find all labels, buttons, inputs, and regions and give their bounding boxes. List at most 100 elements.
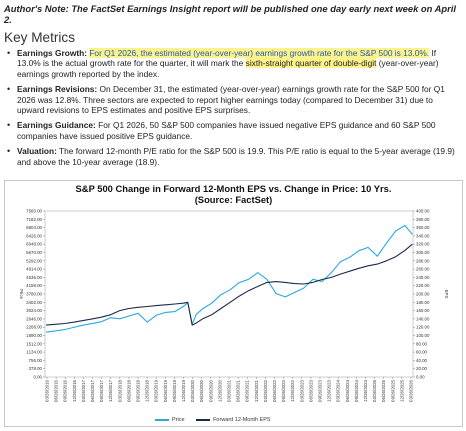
y-tick-left-label: 6048.00 (26, 242, 42, 247)
y-tick-left-label: 2268.00 (26, 325, 42, 330)
y-tick-left-label: 5670.00 (26, 250, 42, 255)
y-tick-left-label: 2646.00 (26, 316, 42, 321)
x-tick-label: 09/26/2025 (390, 379, 395, 402)
y-tick-right-label: 160.00 (416, 308, 430, 313)
metric-label: Earnings Revisions: (17, 84, 98, 95)
chart-plot-area: 7560.00 7182.00 6804.00 6426.00 6048.00 5670.… (19, 209, 449, 402)
x-tick-label: 06/26/2016 (54, 379, 59, 402)
x-tick-label: 06/26/2017 (90, 379, 95, 402)
y-tick-right-label: 260.00 (416, 267, 430, 272)
metric-valuation: Valuation: The forward 12-month P/E rati… (6, 146, 462, 167)
y-tick-right-label: 140.00 (416, 316, 430, 321)
x-tick-label: 12/26/2025 (399, 379, 404, 402)
metric-text: For Q1 2026, 50 S&P 500 companies have i… (17, 120, 436, 141)
x-tick-label: 03/26/2020 (190, 379, 195, 402)
x-tick-label: 09/26/2024 (354, 379, 359, 402)
metric-label: Valuation: (17, 146, 57, 157)
y-tick-left-label: 3024.00 (26, 308, 42, 313)
x-tick-label: 09/26/2020 (208, 379, 213, 402)
y-tick-left-label: 1134.00 (26, 350, 42, 355)
y-tick-left-label: 0.00 (33, 375, 42, 380)
y-tick-left-label: 756.00 (29, 358, 43, 363)
y-tick-left-label: 6804.00 (26, 225, 42, 230)
metric-label: Earnings Growth: (17, 48, 87, 58)
left-axis-title: Price (19, 289, 24, 300)
key-metrics-list: Earnings Growth: For Q1 2026, the estima… (6, 48, 462, 172)
x-tick-label: 03/26/2017 (81, 379, 86, 402)
x-tick-label: 06/26/2021 (236, 379, 241, 402)
y-tick-right-label: 80.00 (416, 341, 428, 346)
x-tick-label: 06/26/2024 (345, 379, 350, 402)
chart-subtitle: (Source: FactSet) (194, 193, 273, 205)
legend-item-price: Price (155, 417, 185, 423)
x-tick-label: 06/26/2023 (308, 379, 313, 402)
x-tick-label: 03/26/2025 (372, 379, 377, 402)
x-tick-label: 09/26/2016 (63, 379, 68, 402)
section-heading: Key Metrics (4, 30, 76, 45)
series-line-price (46, 224, 413, 333)
y-tick-right-label: 200.00 (416, 292, 430, 297)
metric-earnings-guidance: Earnings Guidance: For Q1 2026, 50 S&P 5… (6, 120, 462, 141)
metric-text: If 13.0% is the actual growth rate for t… (17, 48, 437, 69)
y-tick-left-label: 6426.00 (26, 233, 42, 238)
x-tick-label: 03/26/2024 (336, 379, 341, 402)
y-tick-right-label: 100.00 (416, 333, 430, 338)
y-tick-right-label: 360.00 (416, 225, 430, 230)
x-tick-label: 12/26/2023 (327, 379, 332, 402)
highlighted-growth-rate: For Q1 2026, the estimated (year-over-ye… (89, 48, 430, 58)
metric-earnings-growth: Earnings Growth: For Q1 2026, the estima… (6, 48, 462, 79)
y-tick-right-label: 120.00 (416, 325, 430, 330)
y-tick-right-label: 380.00 (416, 217, 430, 222)
x-tick-label: 06/26/2022 (272, 379, 277, 402)
y-tick-left-label: 4158.00 (26, 283, 42, 288)
y-tick-right-label: 20.00 (416, 366, 428, 371)
y-tick-right-label: 60.00 (416, 350, 428, 355)
y-tick-right-label: 280.00 (416, 258, 430, 263)
x-tick-label: 12/26/2024 (363, 379, 368, 402)
x-tick-label: 09/26/2022 (281, 379, 286, 402)
x-tick-label: 12/26/2020 (217, 379, 222, 402)
y-tick-left-label: 1890.00 (26, 333, 42, 338)
y-tick-left-label: 7182.00 (26, 217, 42, 222)
metric-text: The forward 12-month P/E ratio for the S… (17, 146, 455, 167)
x-tick-label: 06/26/2020 (199, 379, 204, 402)
y-tick-left-label: 7560.00 (26, 209, 42, 214)
x-tick-label: 09/26/2019 (172, 379, 177, 402)
y-tick-right-label: 400.00 (416, 209, 430, 214)
highlighted-streak: sixth-straight quarter of double-digit (245, 58, 377, 69)
x-tick-label: 12/26/2021 (254, 379, 259, 402)
y-tick-left-label: 1512.00 (26, 341, 42, 346)
y-tick-right-label: 40.00 (416, 358, 428, 363)
x-tick-label: 06/26/2019 (163, 379, 168, 402)
legend-swatch (196, 418, 211, 421)
x-tick-label: 03/26/2018 (117, 379, 122, 402)
metric-earnings-revisions: Earnings Revisions: On December 31, the … (6, 84, 462, 115)
x-tick-label: 12/26/2018 (145, 379, 150, 402)
x-tick-label: 09/26/2023 (318, 379, 323, 402)
x-tick-label: 12/26/2022 (290, 379, 295, 402)
chart-title-main: S&P 500 Change in Forward 12-Month EPS v… (75, 183, 392, 194)
x-tick-label: 03/26/2019 (154, 379, 159, 402)
metric-text: On December 31, the estimated (year-over… (17, 84, 445, 116)
x-tick-label: 12/26/2016 (72, 379, 77, 402)
x-tick-label: 12/26/2019 (181, 379, 186, 402)
x-tick-label: 03/26/2016 (45, 379, 50, 402)
x-tick-label: 03/26/2022 (263, 379, 268, 402)
y-tick-right-label: 180.00 (416, 300, 430, 305)
y-tick-left-label: 3780.00 (26, 292, 42, 297)
legend-label: Forward 12-Month EPS (213, 417, 271, 423)
authors-note: Author's Note: The FactSet Earnings Insi… (4, 3, 456, 25)
y-tick-right-label: 340.00 (416, 233, 430, 238)
x-tick-label: 09/26/2017 (99, 379, 104, 402)
chart-title: S&P 500 Change in Forward 12-Month EPS v… (5, 183, 462, 205)
y-tick-left-label: 3402.00 (26, 300, 42, 305)
legend-swatch (155, 418, 169, 421)
y-tick-left-label: 5292.00 (26, 258, 42, 263)
metric-label: Earnings Guidance: (17, 120, 96, 131)
y-tick-right-label: 300.00 (416, 250, 430, 255)
legend-label: Price (172, 417, 185, 423)
y-tick-right-label: 240.00 (416, 275, 430, 280)
x-tick-label: 03/26/2021 (227, 379, 232, 402)
legend-item-eps: Forward 12-Month EPS (196, 417, 271, 423)
series-line-eps (46, 243, 413, 326)
